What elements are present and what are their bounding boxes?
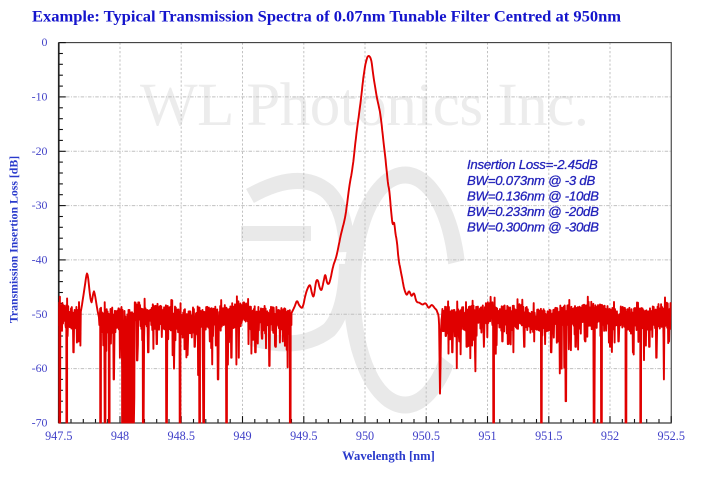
svg-text:-60: -60 xyxy=(32,361,48,375)
svg-text:Wavelength [nm]: Wavelength [nm] xyxy=(342,449,435,463)
svg-text:952.5: 952.5 xyxy=(657,429,684,443)
svg-text:949: 949 xyxy=(233,429,251,443)
svg-text:Insertion Loss=-2.45dB: Insertion Loss=-2.45dB xyxy=(467,157,598,172)
svg-text:947.5: 947.5 xyxy=(45,429,72,443)
svg-text:-50: -50 xyxy=(32,307,48,321)
svg-text:951: 951 xyxy=(478,429,496,443)
svg-text:949.5: 949.5 xyxy=(290,429,317,443)
svg-text:-70: -70 xyxy=(32,416,48,430)
svg-text:948: 948 xyxy=(111,429,129,443)
svg-text:950: 950 xyxy=(356,429,374,443)
svg-text:952: 952 xyxy=(601,429,619,443)
svg-text:-10: -10 xyxy=(32,90,48,104)
svg-text:-30: -30 xyxy=(32,198,48,212)
svg-text:951.5: 951.5 xyxy=(535,429,562,443)
svg-text:BW=0.233nm @ -20dB: BW=0.233nm @ -20dB xyxy=(467,204,599,219)
svg-text:BW=0.300nm @ -30dB: BW=0.300nm @ -30dB xyxy=(467,220,599,235)
svg-text:950.5: 950.5 xyxy=(412,429,439,443)
svg-text:Transmission Insertion Loss [d: Transmission Insertion Loss [dB] xyxy=(7,156,21,323)
svg-text:-40: -40 xyxy=(32,253,48,267)
svg-text:-20: -20 xyxy=(32,144,48,158)
svg-text:BW=0.136nm @ -10dB: BW=0.136nm @ -10dB xyxy=(467,188,599,203)
svg-text:0: 0 xyxy=(42,35,48,49)
svg-text:BW=0.073nm @ -3 dB: BW=0.073nm @ -3 dB xyxy=(467,173,595,188)
svg-text:Example: Typical Transmission: Example: Typical Transmission Spectra of… xyxy=(32,9,621,26)
svg-text:948.5: 948.5 xyxy=(167,429,194,443)
